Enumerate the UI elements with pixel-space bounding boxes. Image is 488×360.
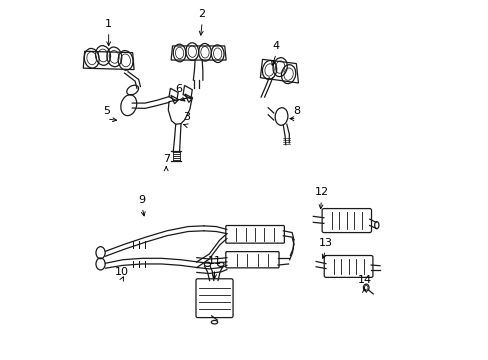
Text: 7: 7 (163, 154, 169, 165)
Text: 1: 1 (105, 19, 112, 29)
Text: 12: 12 (314, 187, 328, 197)
Text: 2: 2 (198, 9, 205, 19)
Text: 5: 5 (103, 106, 110, 116)
Text: 10: 10 (115, 267, 128, 277)
Text: 8: 8 (292, 106, 300, 116)
Text: 6: 6 (175, 84, 183, 94)
Text: 3: 3 (183, 112, 189, 122)
Text: 14: 14 (357, 275, 371, 285)
Text: 13: 13 (318, 238, 332, 248)
Text: 11: 11 (207, 256, 221, 266)
Text: 4: 4 (272, 41, 279, 51)
Text: 9: 9 (138, 195, 145, 205)
